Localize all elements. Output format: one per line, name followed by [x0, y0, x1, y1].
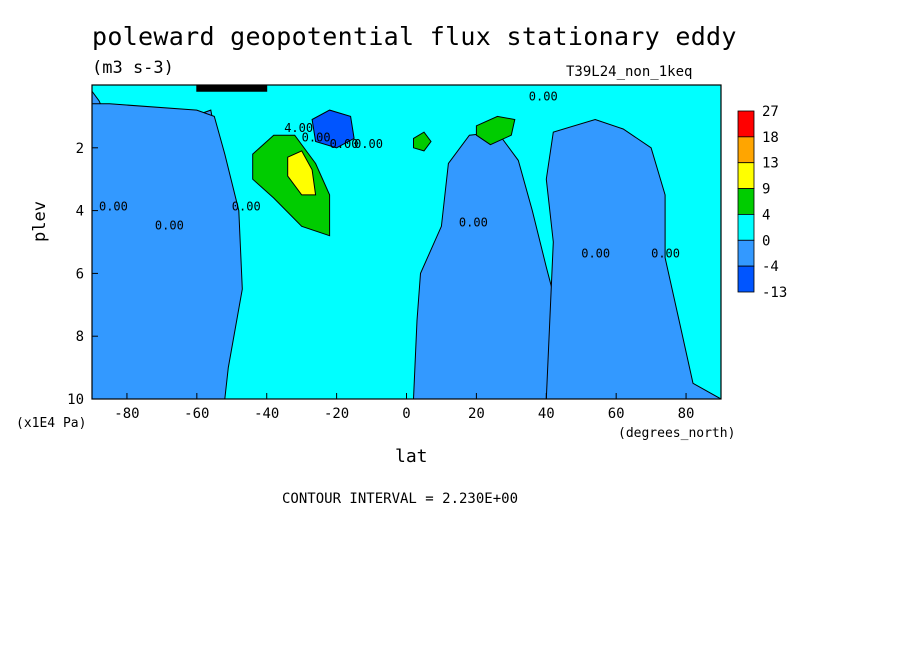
contour-region-positive-nh-small-2 — [475, 115, 516, 146]
colorbar-swatch — [737, 110, 755, 138]
contour-label: 0.00 — [99, 200, 128, 214]
contour-region-negative-sh-upper — [311, 109, 355, 149]
colorbar-label: -13 — [762, 285, 787, 301]
contour-region-positive-top-strip — [196, 85, 268, 92]
colorbar-swatch — [737, 162, 755, 189]
x-tick-label: 40 — [538, 406, 555, 422]
y-tick-label: 8 — [76, 329, 84, 345]
x-tick-label: -20 — [324, 406, 349, 422]
x-unit-note: (degrees_north) — [618, 426, 736, 441]
contour-label: 0.00 — [155, 218, 184, 232]
colorbar-swatch — [737, 188, 755, 215]
contour-region-positive-sh-midlat — [252, 134, 331, 237]
colorbar-swatch — [737, 265, 755, 293]
contour-label: 0.00 — [581, 247, 610, 261]
contour-label: 4.00 — [284, 121, 313, 135]
x-axis-label: lat — [395, 446, 428, 467]
colorbar-label: 13 — [762, 156, 779, 172]
colorbar-swatch — [737, 239, 755, 267]
colorbar-label: 0 — [762, 233, 770, 249]
y-tick-label: 4 — [76, 204, 84, 220]
y-tick-label: 2 — [76, 141, 84, 157]
contour-interval-label: CONTOUR INTERVAL = 2.230E+00 — [282, 491, 519, 507]
colorbar-label: 18 — [762, 130, 779, 146]
contour-label: 0.00 — [354, 137, 383, 151]
y-tick-label: 10 — [67, 392, 84, 408]
x-tick-label: -40 — [254, 406, 279, 422]
x-tick-label: 20 — [468, 406, 485, 422]
colorbar-label: -4 — [762, 259, 779, 275]
run-label: T39L24_non_1keq — [566, 64, 693, 80]
x-tick-label: -80 — [114, 406, 139, 422]
colorbar-label: 4 — [762, 207, 770, 223]
contour-label: 0.00 — [330, 137, 359, 151]
x-tick-label: 0 — [402, 406, 410, 422]
x-tick-label: 60 — [608, 406, 625, 422]
x-tick-label: 80 — [678, 406, 695, 422]
y-tick-label: 6 — [76, 266, 84, 282]
chart-title: poleward geopotential flux stationary ed… — [92, 22, 737, 51]
colorbar-swatch — [737, 136, 755, 164]
contour-region-peak-sh — [287, 150, 317, 196]
contour-region-positive-nh-small-1 — [413, 131, 432, 152]
contour-label: 0.00 — [651, 247, 680, 261]
y-unit-note: (x1E4 Pa) — [16, 416, 87, 431]
contour-region-negative-band-sh-mid — [92, 103, 243, 399]
units-label: (m3 s-3) — [92, 58, 174, 78]
x-tick-label: -60 — [184, 406, 209, 422]
colorbar-label: 27 — [762, 104, 779, 120]
contour-region-negative-band-nh-pole — [545, 118, 721, 399]
contour-label: 0.00 — [302, 131, 331, 145]
contour-label: 0.00 — [529, 90, 558, 104]
contour-label: 0.00 — [459, 215, 488, 229]
colorbar-label: 9 — [762, 182, 770, 198]
contour-label: 0.00 — [232, 200, 261, 214]
colorbar-swatch — [737, 214, 755, 241]
